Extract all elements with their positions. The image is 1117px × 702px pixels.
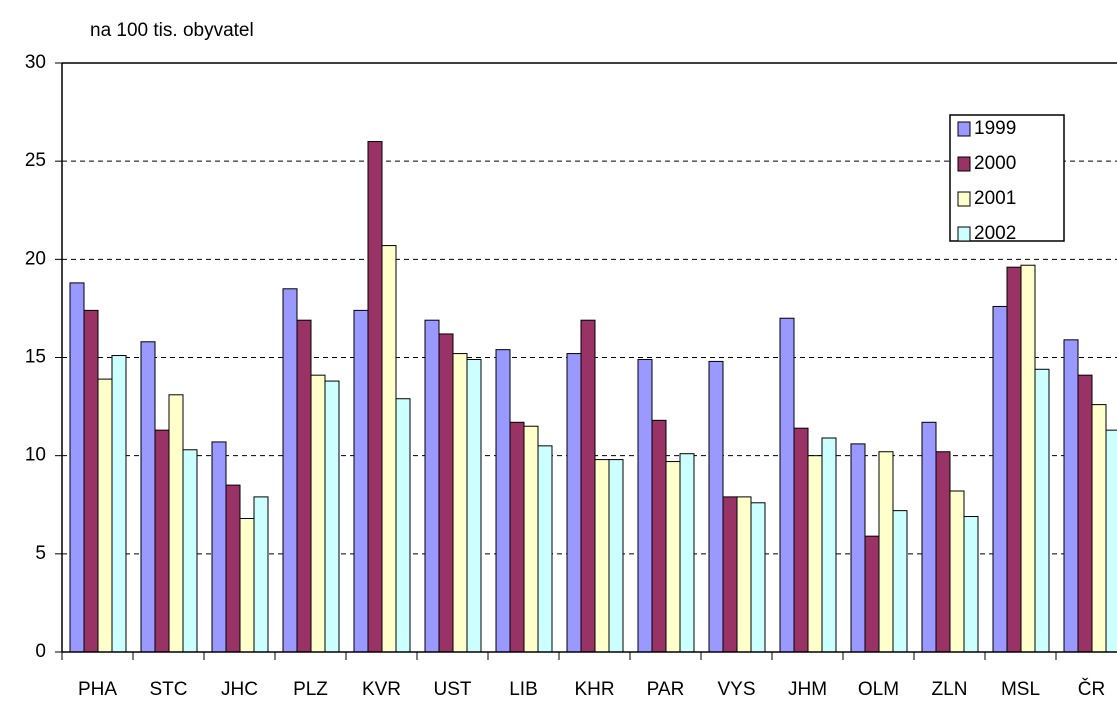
legend-swatch [957, 121, 971, 137]
bar [963, 516, 979, 653]
x-tick-label: LIB [509, 679, 538, 700]
legend-label: 2001 [974, 188, 1016, 209]
bar [594, 459, 610, 653]
y-tick-label: 20 [25, 248, 46, 269]
bar [665, 461, 681, 653]
x-tick-label: JHC [221, 679, 258, 700]
bar [821, 437, 837, 653]
bar [736, 496, 752, 653]
bar [225, 484, 241, 653]
bar [253, 496, 269, 653]
bar [495, 349, 511, 653]
bar [310, 374, 326, 653]
bar [793, 427, 809, 653]
x-tick-label: UST [434, 679, 472, 700]
x-tick-label: VYS [717, 679, 755, 700]
bar [750, 502, 766, 653]
bar [537, 445, 553, 653]
bar [992, 305, 1008, 653]
bar [779, 317, 795, 653]
bar [580, 319, 596, 653]
bar [608, 459, 624, 653]
bar [807, 455, 823, 653]
bar [850, 443, 866, 653]
x-tick-label: STC [150, 679, 188, 700]
x-tick-label: KVR [362, 679, 401, 700]
bar [69, 282, 85, 653]
bar [282, 288, 298, 653]
bar [211, 441, 227, 653]
bar [921, 421, 937, 653]
bar [239, 517, 255, 653]
bar [452, 353, 468, 653]
bar [353, 309, 369, 653]
bar [651, 419, 667, 653]
bar [1077, 374, 1093, 653]
x-tick-label: PLZ [293, 679, 328, 700]
bar [708, 360, 724, 653]
x-tick-label: KHR [574, 679, 614, 700]
y-tick-label: 10 [25, 445, 46, 466]
y-tick-label: 25 [25, 150, 46, 171]
bar [324, 380, 340, 653]
bar [367, 141, 383, 653]
bar [438, 333, 454, 653]
bar [1105, 429, 1117, 653]
bar [111, 355, 127, 653]
bar [1063, 339, 1079, 653]
x-tick-label: PAR [647, 679, 685, 700]
y-tick-label: 0 [35, 641, 46, 662]
bar [466, 358, 482, 653]
y-tick-label: 15 [25, 347, 46, 368]
legend-label: 1999 [974, 118, 1016, 139]
legend-label: 2000 [974, 153, 1016, 174]
legend-swatch [957, 226, 971, 242]
bar [296, 319, 312, 653]
bar [892, 510, 908, 653]
bar [97, 378, 113, 653]
bar [949, 490, 965, 653]
bar [935, 451, 951, 653]
bar [83, 309, 99, 653]
bar [864, 535, 880, 653]
bar [1020, 264, 1036, 653]
bar [182, 449, 198, 653]
legend-swatch [957, 156, 971, 172]
bar [679, 453, 695, 653]
bar [395, 398, 411, 653]
bar [509, 421, 525, 653]
bar [168, 394, 184, 653]
y-tick-label: 5 [35, 543, 46, 564]
bar [523, 425, 539, 653]
y-tick-label: 30 [25, 52, 46, 73]
bar [154, 429, 170, 653]
legend-label: 2002 [974, 223, 1016, 244]
bar [1034, 368, 1050, 653]
bar [1091, 404, 1107, 653]
bar [424, 319, 440, 653]
x-tick-label: OLM [858, 679, 899, 700]
bar [140, 341, 156, 653]
x-tick-label: PHA [78, 679, 117, 700]
bar [381, 245, 397, 653]
x-tick-label: ZLN [932, 679, 968, 700]
x-tick-label: JHM [788, 679, 827, 700]
bar [566, 353, 582, 653]
bar [1006, 266, 1022, 653]
chart-title: na 100 tis. obyvatel [90, 20, 254, 41]
legend-swatch [957, 191, 971, 207]
x-tick-label: ČR [1078, 678, 1105, 700]
bar [722, 496, 738, 653]
x-tick-label: MSL [1001, 679, 1040, 700]
bar [637, 358, 653, 653]
bar [878, 451, 894, 653]
